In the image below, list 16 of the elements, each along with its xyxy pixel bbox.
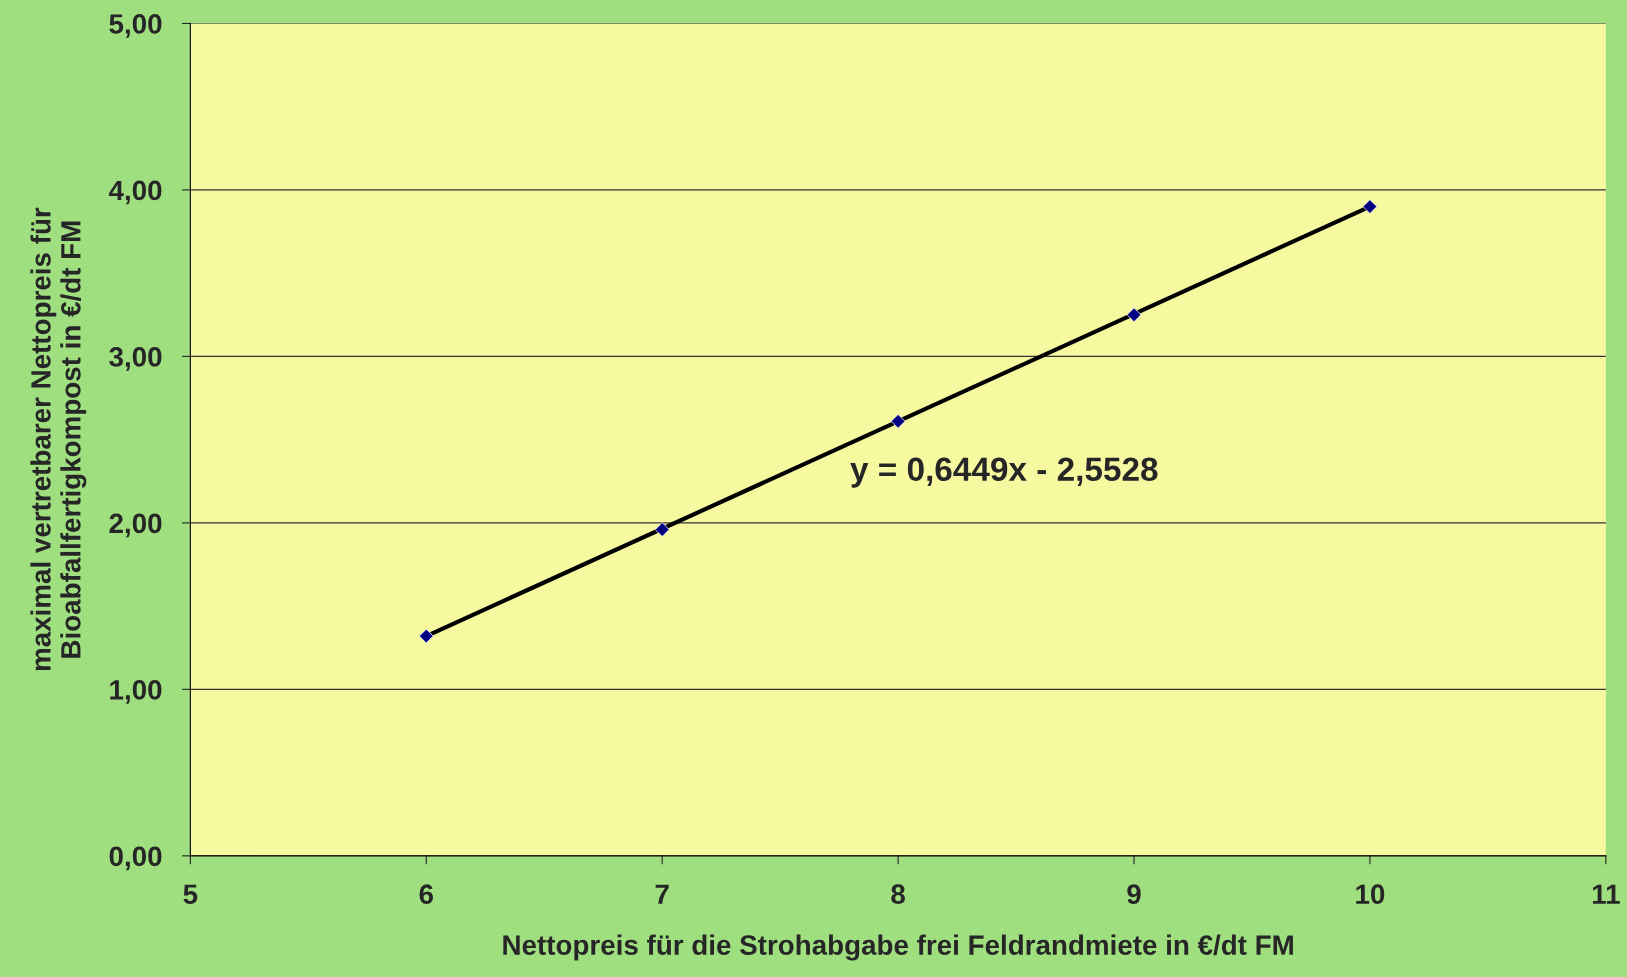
y-axis-title: maximal vertretbarer Nettopreis für Bioabfallfertigkompost in €/dt FM: [30, 207, 87, 671]
x-tick-label: 5: [183, 884, 198, 905]
y-tick-label: 1,00: [110, 680, 162, 704]
x-tick-label: 7: [655, 884, 669, 904]
x-tick-label: 8: [891, 884, 905, 905]
y-tick-label: 0,00: [109, 846, 162, 871]
y-tick-label: 5,00: [109, 14, 162, 38]
x-tick-label: 10: [1356, 884, 1385, 905]
annotation: y = 0,6449x - 2,5528: [850, 457, 1158, 488]
x-tick-label: 11: [1592, 884, 1620, 904]
x-axis-title: Nettopreis für die Strohabgabe frei Feldrandmiete in €/dt FM: [503, 934, 1293, 961]
y-tick-label: 4,00: [108, 180, 162, 205]
y-tick-label: 3,00: [109, 347, 162, 371]
x-tick-label: 6: [419, 884, 433, 905]
x-tick-label: 9: [1127, 884, 1141, 905]
y-tick-label: 2,00: [109, 513, 162, 538]
